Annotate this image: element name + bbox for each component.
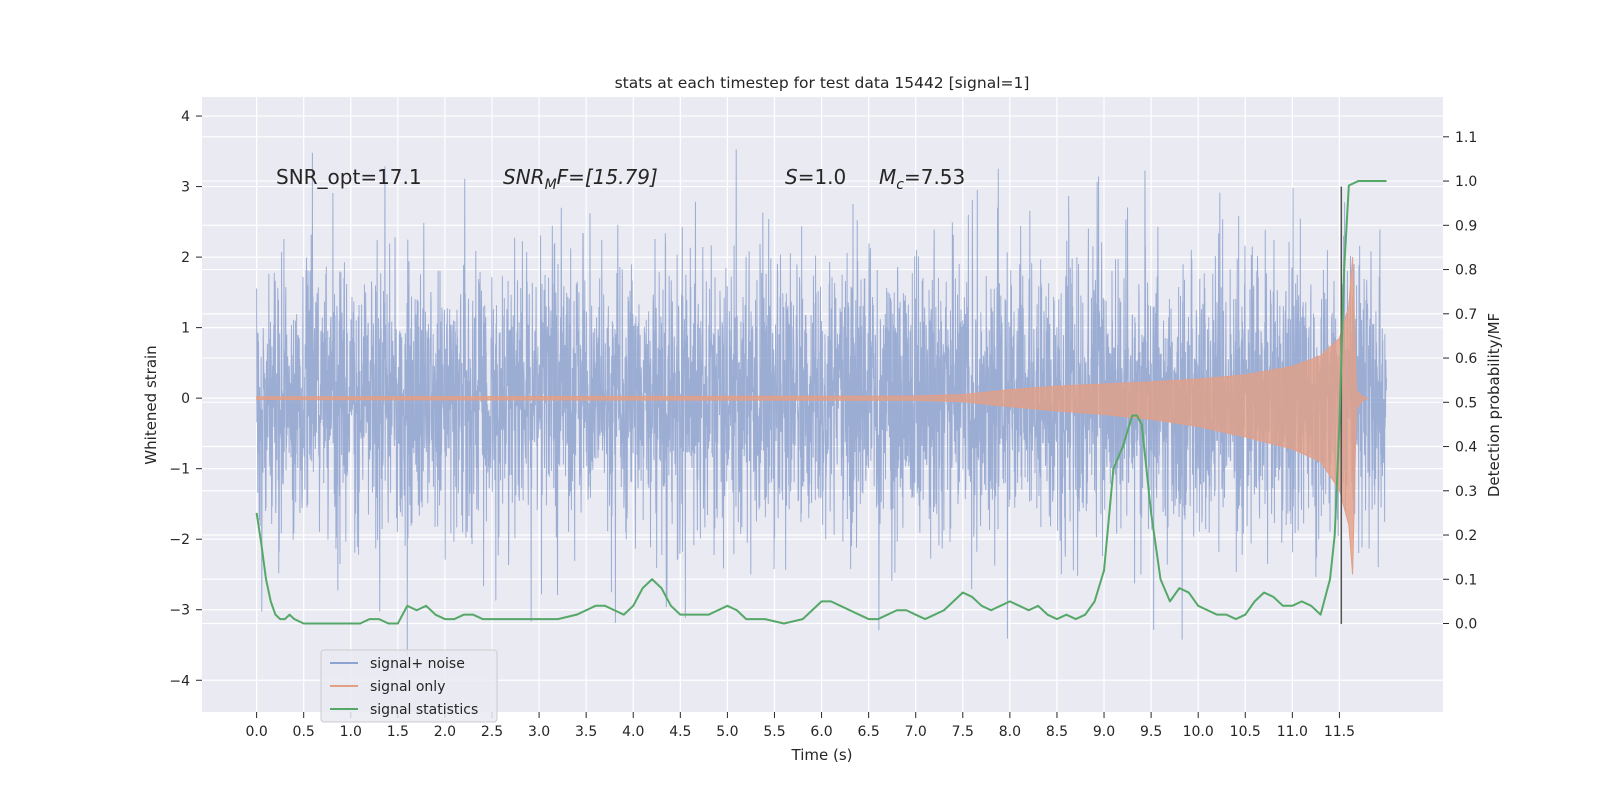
annotation-mc-subscript: c xyxy=(896,177,904,193)
x-tick-label: 9.5 xyxy=(1140,724,1162,740)
y-right-tick-label: 1.1 xyxy=(1455,130,1477,146)
annotations: SNR_opt=17.1 SNRMF=[15.79] S=1.0 Mc=7.53 xyxy=(276,165,965,193)
x-tick-label: 2.0 xyxy=(434,724,456,740)
annotation-mc: Mc=7.53 xyxy=(879,165,965,193)
y-right-tick-label: 1.0 xyxy=(1455,174,1477,190)
x-tick-label: 6.0 xyxy=(810,724,832,740)
y-tick-label: 2 xyxy=(181,250,190,266)
x-tick-label: 5.5 xyxy=(763,724,785,740)
annotation-snr-mf-f: F=[15.79] xyxy=(557,165,658,189)
x-tick-label: 11.5 xyxy=(1324,724,1355,740)
y-right-tick-label: 0.5 xyxy=(1455,395,1477,411)
x-tick-label: 6.5 xyxy=(858,724,880,740)
x-tick-label: 8.5 xyxy=(1046,724,1068,740)
y-tick-label: 3 xyxy=(181,180,190,196)
annotation-mc-symbol: M xyxy=(879,165,896,189)
annotation-snr-mf-symbol: SNR xyxy=(503,165,545,189)
y-right-tick-label: 0.8 xyxy=(1455,263,1477,279)
series-signal-statistics xyxy=(255,180,1387,625)
x-tick-label: 10.0 xyxy=(1183,724,1214,740)
y-right-tick-label: 0.6 xyxy=(1455,351,1477,367)
series-signal-noise xyxy=(256,149,1388,657)
legend-label-signal-statistics: signal statistics xyxy=(370,702,478,718)
y-tick-label: −3 xyxy=(169,603,190,619)
y-right-tick-label: 0.1 xyxy=(1455,572,1477,588)
y-tick-label: −1 xyxy=(169,462,190,478)
x-tick-label: 3.5 xyxy=(575,724,597,740)
series-signal-only xyxy=(256,257,1370,575)
x-tick-label: 9.0 xyxy=(1093,724,1115,740)
y-right-tick-label: 0.7 xyxy=(1455,307,1477,323)
x-tick-label: 7.0 xyxy=(905,724,927,740)
x-tick-label: 1.5 xyxy=(387,724,409,740)
right-y-axis: 0.0 0.1 0.2 0.3 0.4 0.5 0.6 0.7 0.8 0.9 1.0 1.1 xyxy=(1443,130,1477,633)
x-axis: 0.0 0.5 1.0 1.5 2.0 2.5 3.0 3.5 4.0 4.5 5.0 5.5 6.0 6… xyxy=(245,712,1355,740)
x-tick-label: 10.5 xyxy=(1230,724,1261,740)
x-tick-label: 4.0 xyxy=(622,724,644,740)
chart-title: stats at each timestep for test data 154… xyxy=(615,74,1030,92)
annotation-s: S=1.0 xyxy=(785,165,846,189)
x-tick-label: 2.5 xyxy=(481,724,503,740)
x-tick-label: 5.0 xyxy=(716,724,738,740)
y-right-tick-label: 0.2 xyxy=(1455,528,1477,544)
legend-label-signal-only: signal only xyxy=(370,679,445,695)
y-axis-right-label: Detection probability/MF xyxy=(1485,313,1503,497)
left-y-axis: −4 −3 −2 −1 0 1 2 3 4 xyxy=(169,109,202,689)
y-tick-label: −2 xyxy=(169,532,190,548)
x-tick-label: 11.0 xyxy=(1277,724,1308,740)
x-tick-label: 7.5 xyxy=(952,724,974,740)
annotation-snr-mf-subscript: M xyxy=(545,177,557,193)
annotation-snr-opt: SNR_opt=17.1 xyxy=(276,165,422,189)
x-tick-label: 1.0 xyxy=(340,724,362,740)
annotation-s-value: =1.0 xyxy=(798,165,847,189)
annotation-mc-value: =7.53 xyxy=(904,165,965,189)
y-right-tick-label: 0.0 xyxy=(1455,617,1477,633)
annotation-s-symbol: S xyxy=(785,165,798,189)
y-tick-label: 4 xyxy=(181,109,190,125)
legend-box xyxy=(320,649,498,723)
y-tick-label: 1 xyxy=(181,321,190,337)
x-tick-label: 0.5 xyxy=(293,724,315,740)
x-tick-label: 4.5 xyxy=(669,724,691,740)
legend: signal+ noise signal only signal statist… xyxy=(320,649,498,723)
y-right-tick-label: 0.9 xyxy=(1455,218,1477,234)
y-right-tick-label: 0.4 xyxy=(1455,440,1477,456)
data-layer xyxy=(255,149,1388,657)
y-tick-label: −4 xyxy=(169,673,190,689)
annotation-snr-mf: SNRMF=[15.79] xyxy=(503,165,658,193)
x-axis-label: Time (s) xyxy=(791,746,853,764)
legend-label-signal-noise: signal+ noise xyxy=(370,656,465,672)
x-tick-label: 8.0 xyxy=(999,724,1021,740)
y-axis-label: Whitened strain xyxy=(142,345,160,464)
x-tick-label: 3.0 xyxy=(528,724,550,740)
y-right-tick-label: 0.3 xyxy=(1455,484,1477,500)
y-tick-label: 0 xyxy=(181,391,190,407)
x-tick-label: 0.0 xyxy=(245,724,267,740)
